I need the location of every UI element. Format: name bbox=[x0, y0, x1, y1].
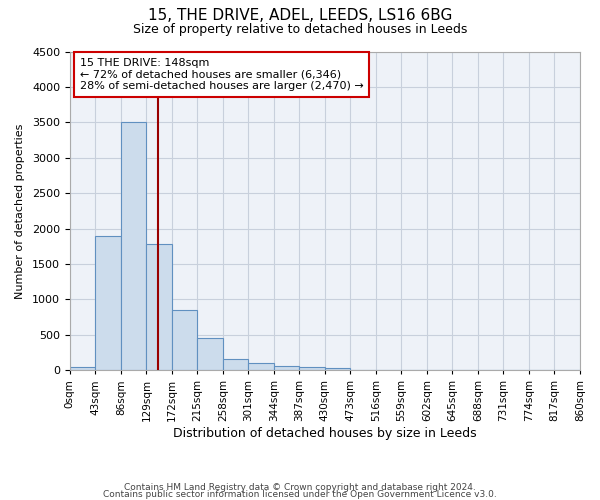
Text: Size of property relative to detached houses in Leeds: Size of property relative to detached ho… bbox=[133, 22, 467, 36]
Bar bbox=[172, 310, 197, 370]
X-axis label: Distribution of detached houses by size in Leeds: Distribution of detached houses by size … bbox=[173, 427, 477, 440]
Bar bbox=[95, 236, 121, 370]
Bar bbox=[223, 359, 248, 370]
Text: Contains public sector information licensed under the Open Government Licence v3: Contains public sector information licen… bbox=[103, 490, 497, 499]
Bar bbox=[299, 366, 325, 370]
Text: 15 THE DRIVE: 148sqm
← 72% of detached houses are smaller (6,346)
28% of semi-de: 15 THE DRIVE: 148sqm ← 72% of detached h… bbox=[80, 58, 364, 91]
Bar bbox=[121, 122, 146, 370]
Bar bbox=[274, 366, 299, 370]
Text: Contains HM Land Registry data © Crown copyright and database right 2024.: Contains HM Land Registry data © Crown c… bbox=[124, 484, 476, 492]
Bar bbox=[248, 363, 274, 370]
Bar bbox=[70, 366, 95, 370]
Y-axis label: Number of detached properties: Number of detached properties bbox=[15, 123, 25, 298]
Bar bbox=[146, 244, 172, 370]
Bar bbox=[197, 338, 223, 370]
Bar bbox=[325, 368, 350, 370]
Text: 15, THE DRIVE, ADEL, LEEDS, LS16 6BG: 15, THE DRIVE, ADEL, LEEDS, LS16 6BG bbox=[148, 8, 452, 22]
